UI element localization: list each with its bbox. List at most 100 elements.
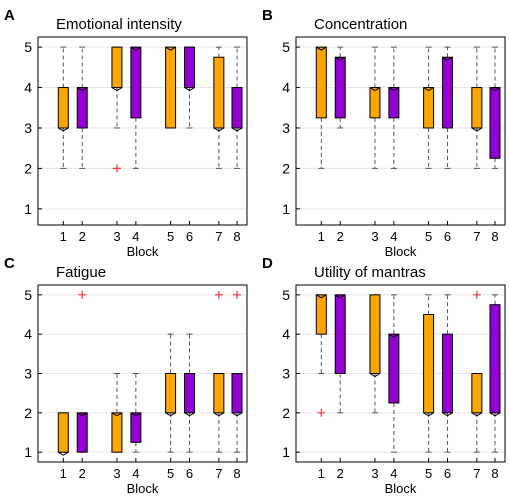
plot-area <box>37 36 248 226</box>
y-tick-label: 3 <box>282 120 290 136</box>
x-tick-label: 6 <box>444 466 451 481</box>
y-tick-label: 1 <box>24 201 32 217</box>
x-axis-label: Block <box>385 244 417 259</box>
chart-title: Emotional intensity <box>56 16 182 33</box>
box-block-8 <box>231 373 243 414</box>
box-block-8 <box>489 87 501 159</box>
box-block-3 <box>111 412 123 453</box>
y-tick-label: 4 <box>282 80 290 96</box>
y-tick-label: 1 <box>282 444 290 460</box>
chart-title: Concentration <box>314 16 407 33</box>
box-block-3 <box>111 46 123 89</box>
box-block-5 <box>165 373 177 414</box>
median-mark <box>334 294 346 299</box>
x-tick-label: 6 <box>186 229 193 244</box>
x-tick-label: 7 <box>473 229 480 244</box>
box-block-4 <box>130 46 142 119</box>
y-tick-label: 3 <box>24 120 32 136</box>
y-tick-label: 5 <box>24 39 32 55</box>
box-block-8 <box>231 87 243 129</box>
y-tick-label: 4 <box>282 326 290 342</box>
box-block-2 <box>334 56 346 119</box>
outlier-marker <box>214 290 223 299</box>
box-block-4 <box>388 87 400 119</box>
x-axis-label: Block <box>385 481 417 496</box>
x-tick-label: 3 <box>371 229 378 244</box>
y-tick-label: 3 <box>24 366 32 382</box>
median-mark <box>388 333 400 338</box>
median-mark <box>111 87 123 92</box>
median-mark <box>76 87 88 92</box>
x-tick-label: 6 <box>444 229 451 244</box>
y-tick-label: 1 <box>24 444 32 460</box>
box-block-5 <box>423 87 435 129</box>
median-mark <box>489 87 501 92</box>
x-tick-label: 6 <box>186 466 193 481</box>
median-mark <box>442 56 453 61</box>
panel-label: D <box>262 255 273 272</box>
box-block-8 <box>489 304 501 414</box>
panel-label: C <box>4 255 15 272</box>
box-block-3 <box>369 87 381 119</box>
median-mark <box>130 46 142 51</box>
chart-title: Fatigue <box>56 264 106 281</box>
x-tick-label: 2 <box>79 229 86 244</box>
box-block-6 <box>442 56 454 129</box>
median-mark <box>471 127 483 132</box>
box-block-7 <box>213 373 225 414</box>
box-block-5 <box>423 314 435 414</box>
median-mark <box>334 56 346 61</box>
median-mark <box>184 87 195 92</box>
median-mark <box>213 412 225 417</box>
x-tick-label: 8 <box>491 466 498 481</box>
x-tick-label: 7 <box>215 466 222 481</box>
panel-label: B <box>262 7 273 24</box>
box-block-6 <box>184 373 196 414</box>
outlier-marker <box>233 290 241 299</box>
outlier-marker <box>472 290 481 299</box>
box-block-2 <box>334 294 346 375</box>
x-tick-label: 2 <box>337 466 344 481</box>
x-tick-label: 3 <box>113 466 120 481</box>
median-mark <box>165 46 176 51</box>
y-tick-label: 5 <box>282 287 290 303</box>
median-mark <box>58 451 69 456</box>
median-mark <box>369 87 381 92</box>
box-block-1 <box>315 46 327 119</box>
box-block-6 <box>442 333 454 414</box>
median-mark <box>388 87 400 92</box>
median-mark <box>423 87 434 92</box>
median-mark <box>423 412 434 417</box>
median-mark <box>369 373 381 378</box>
y-tick-label: 2 <box>282 405 290 421</box>
median-mark <box>184 412 195 417</box>
plot-area <box>295 36 506 226</box>
x-tick-label: 8 <box>233 466 240 481</box>
median-mark <box>165 412 176 417</box>
x-tick-label: 5 <box>425 466 432 481</box>
median-mark <box>111 412 123 417</box>
x-tick-label: 4 <box>390 466 397 481</box>
x-tick-label: 1 <box>318 229 325 244</box>
median-mark <box>471 412 483 417</box>
box-block-5 <box>165 46 177 129</box>
y-tick-label: 2 <box>24 405 32 421</box>
box-block-6 <box>184 46 196 89</box>
x-tick-label: 7 <box>215 229 222 244</box>
median-mark <box>316 46 327 51</box>
panel-label: A <box>4 7 15 24</box>
box-block-4 <box>130 412 142 443</box>
x-tick-label: 4 <box>132 229 139 244</box>
median-mark <box>316 294 327 299</box>
box-block-1 <box>57 412 69 453</box>
median-mark <box>76 412 88 417</box>
x-tick-label: 2 <box>337 229 344 244</box>
box-block-7 <box>213 56 225 129</box>
x-tick-label: 4 <box>132 466 139 481</box>
x-tick-label: 1 <box>60 466 67 481</box>
y-tick-label: 1 <box>282 201 290 217</box>
